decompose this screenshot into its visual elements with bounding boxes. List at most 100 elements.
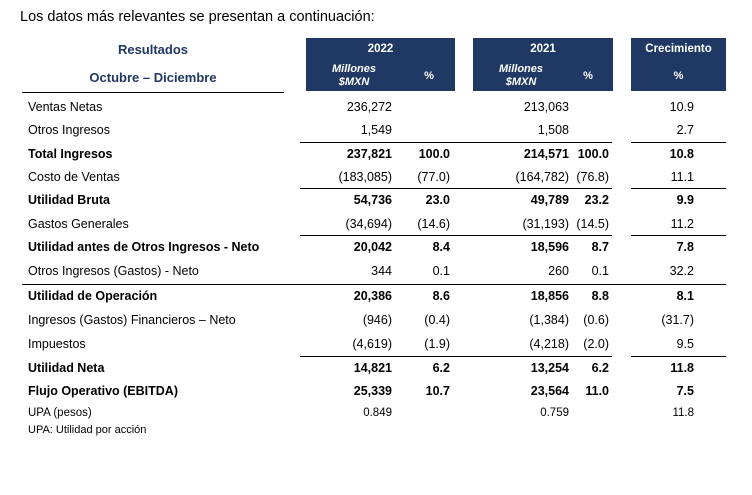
row-label: Otros Ingresos (Gastos) - Neto [28, 264, 199, 278]
header-2021-year: 2021 [530, 43, 556, 55]
header-2022-year: 2022 [367, 43, 394, 55]
percent-2021: 8.8 [591, 289, 609, 303]
value-2021: 18,856 [530, 289, 569, 303]
table-rule [300, 142, 612, 143]
footnote: UPA: Utilidad por acción [28, 424, 147, 436]
growth-value: 9.5 [676, 337, 694, 351]
growth-value: 11.2 [670, 217, 694, 231]
table-row: UPA (pesos) 0.849 0.759 11.8 [0, 403, 752, 426]
value-2021: (1,384) [529, 313, 569, 327]
value-2022: 20,386 [353, 289, 392, 303]
intro-text: Los datos más relevantes se presentan a … [20, 9, 375, 25]
header-2022-units-line1: Millones [331, 63, 376, 75]
value-2021: 1,508 [537, 123, 569, 137]
growth-value: 32.2 [669, 264, 694, 278]
header-2021-box: 2021 Millones $MXN % [473, 38, 613, 91]
table-rule [300, 356, 612, 357]
growth-value: (31.7) [661, 313, 694, 327]
table-rule [300, 188, 612, 189]
header-2021-units-line2: $MXN [505, 76, 537, 88]
value-2021: 214,571 [523, 147, 569, 161]
row-label: Utilidad Neta [28, 361, 105, 375]
percent-2021: 23.2 [584, 193, 609, 207]
value-2022: (946) [362, 313, 392, 327]
table-row: Total Ingresos 237,821 100.0 214,571 100.0 10… [0, 143, 752, 166]
value-2022: 54,736 [353, 193, 392, 207]
percent-2022: 10.7 [425, 384, 450, 398]
row-label: Ingresos (Gastos) Financieros – Neto [28, 313, 236, 327]
value-2022: (4,619) [352, 337, 392, 351]
percent-2021: 0.1 [591, 264, 609, 278]
growth-value: 7.5 [676, 384, 694, 398]
header-title-results: Resultados [117, 42, 189, 57]
table-row: Costo de Ventas (183,085) (77.0) (164,782) (… [0, 166, 752, 189]
table-row: Impuestos (4,619) (1.9) (4,218) (2.0) 9.5 [0, 333, 752, 356]
table-rule [631, 356, 726, 357]
growth-value: 2.7 [676, 123, 694, 137]
growth-value: 7.8 [676, 240, 694, 254]
header-growth-title: Crecimiento [645, 43, 712, 55]
percent-2021: 8.7 [591, 240, 609, 254]
header-2021-units-line1: Millones [498, 63, 543, 75]
header-growth-pct: % [673, 70, 684, 82]
percent-2022: (14.6) [417, 217, 450, 231]
percent-2022: (0.4) [424, 313, 450, 327]
percent-2022: 23.0 [425, 193, 450, 207]
percent-2021: (0.6) [583, 313, 609, 327]
row-label: UPA (pesos) [28, 407, 92, 419]
growth-value: 9.9 [676, 193, 694, 207]
value-2022: 236,272 [346, 100, 392, 114]
value-2021: 18,596 [530, 240, 569, 254]
value-2021: (31,193) [522, 217, 569, 231]
table-rule [300, 235, 612, 236]
percent-2022: 0.1 [432, 264, 450, 278]
header-2021-pct: % [583, 70, 593, 82]
table-row: Flujo Operativo (EBITDA) 25,339 10.7 23,564… [0, 380, 752, 403]
value-2022: 0.849 [363, 407, 392, 419]
value-2022: 20,042 [353, 240, 392, 254]
value-2021: 260 [548, 264, 569, 278]
row-label: Total Ingresos [28, 147, 113, 161]
growth-value: 10.8 [669, 147, 694, 161]
row-label: Otros Ingresos [28, 123, 110, 137]
value-2022: (183,085) [338, 170, 392, 184]
value-2021: (4,218) [529, 337, 569, 351]
table-row: Ingresos (Gastos) Financieros – Neto (946… [0, 309, 752, 332]
row-label: Gastos Generales [28, 217, 129, 231]
table-row: Ventas Netas 236,272 213,063 10.9 [0, 96, 752, 119]
header-2022-units-line2: $MXN [338, 76, 370, 88]
row-label: Ventas Netas [28, 100, 103, 114]
header-2022-units: Millones $MXN [314, 63, 394, 89]
value-2021: 49,789 [530, 193, 569, 207]
growth-value: 11.8 [670, 361, 694, 375]
header-2022-box: 2022 Millones $MXN % [306, 38, 455, 91]
row-label: Utilidad antes de Otros Ingresos - Neto [28, 240, 260, 254]
percent-2021: 6.2 [591, 361, 609, 375]
row-label: Utilidad de Operación [28, 289, 158, 303]
percent-2022: (77.0) [417, 170, 450, 184]
table-rule [631, 188, 726, 189]
row-label: Flujo Operativo (EBITDA) [28, 384, 178, 398]
header-2022-pct: % [424, 70, 434, 82]
growth-value: 8.1 [676, 289, 694, 303]
percent-2021: (76.8) [576, 170, 609, 184]
table-row: Utilidad Neta 14,821 6.2 13,254 6.2 11.8 [0, 357, 752, 380]
value-2022: 25,339 [353, 384, 392, 398]
table-rule [631, 142, 726, 143]
row-label: Utilidad Bruta [28, 193, 110, 207]
table-row: Otros Ingresos (Gastos) - Neto 344 0.1 260 0… [0, 260, 752, 283]
percent-2021: 11.0 [585, 384, 609, 398]
percent-2021: (14.5) [576, 217, 609, 231]
table-row: Utilidad de Operación 20,386 8.6 18,856 8.8 8… [0, 285, 752, 308]
growth-value: 10.9 [669, 100, 694, 114]
row-label: Impuestos [28, 337, 86, 351]
value-2021: 213,063 [523, 100, 569, 114]
percent-2022: (1.9) [424, 337, 450, 351]
percent-2022: 100.0 [418, 147, 450, 161]
table-row: Gastos Generales (34,694) (14.6) (31,193) (1… [0, 213, 752, 236]
value-2021: (164,782) [515, 170, 569, 184]
growth-value: 11.8 [672, 407, 694, 419]
table-row: Otros Ingresos 1,549 1,508 2.7 [0, 119, 752, 142]
table-row: Utilidad Bruta 54,736 23.0 49,789 23.2 9.9 [0, 189, 752, 212]
growth-value: 11.1 [670, 170, 694, 184]
